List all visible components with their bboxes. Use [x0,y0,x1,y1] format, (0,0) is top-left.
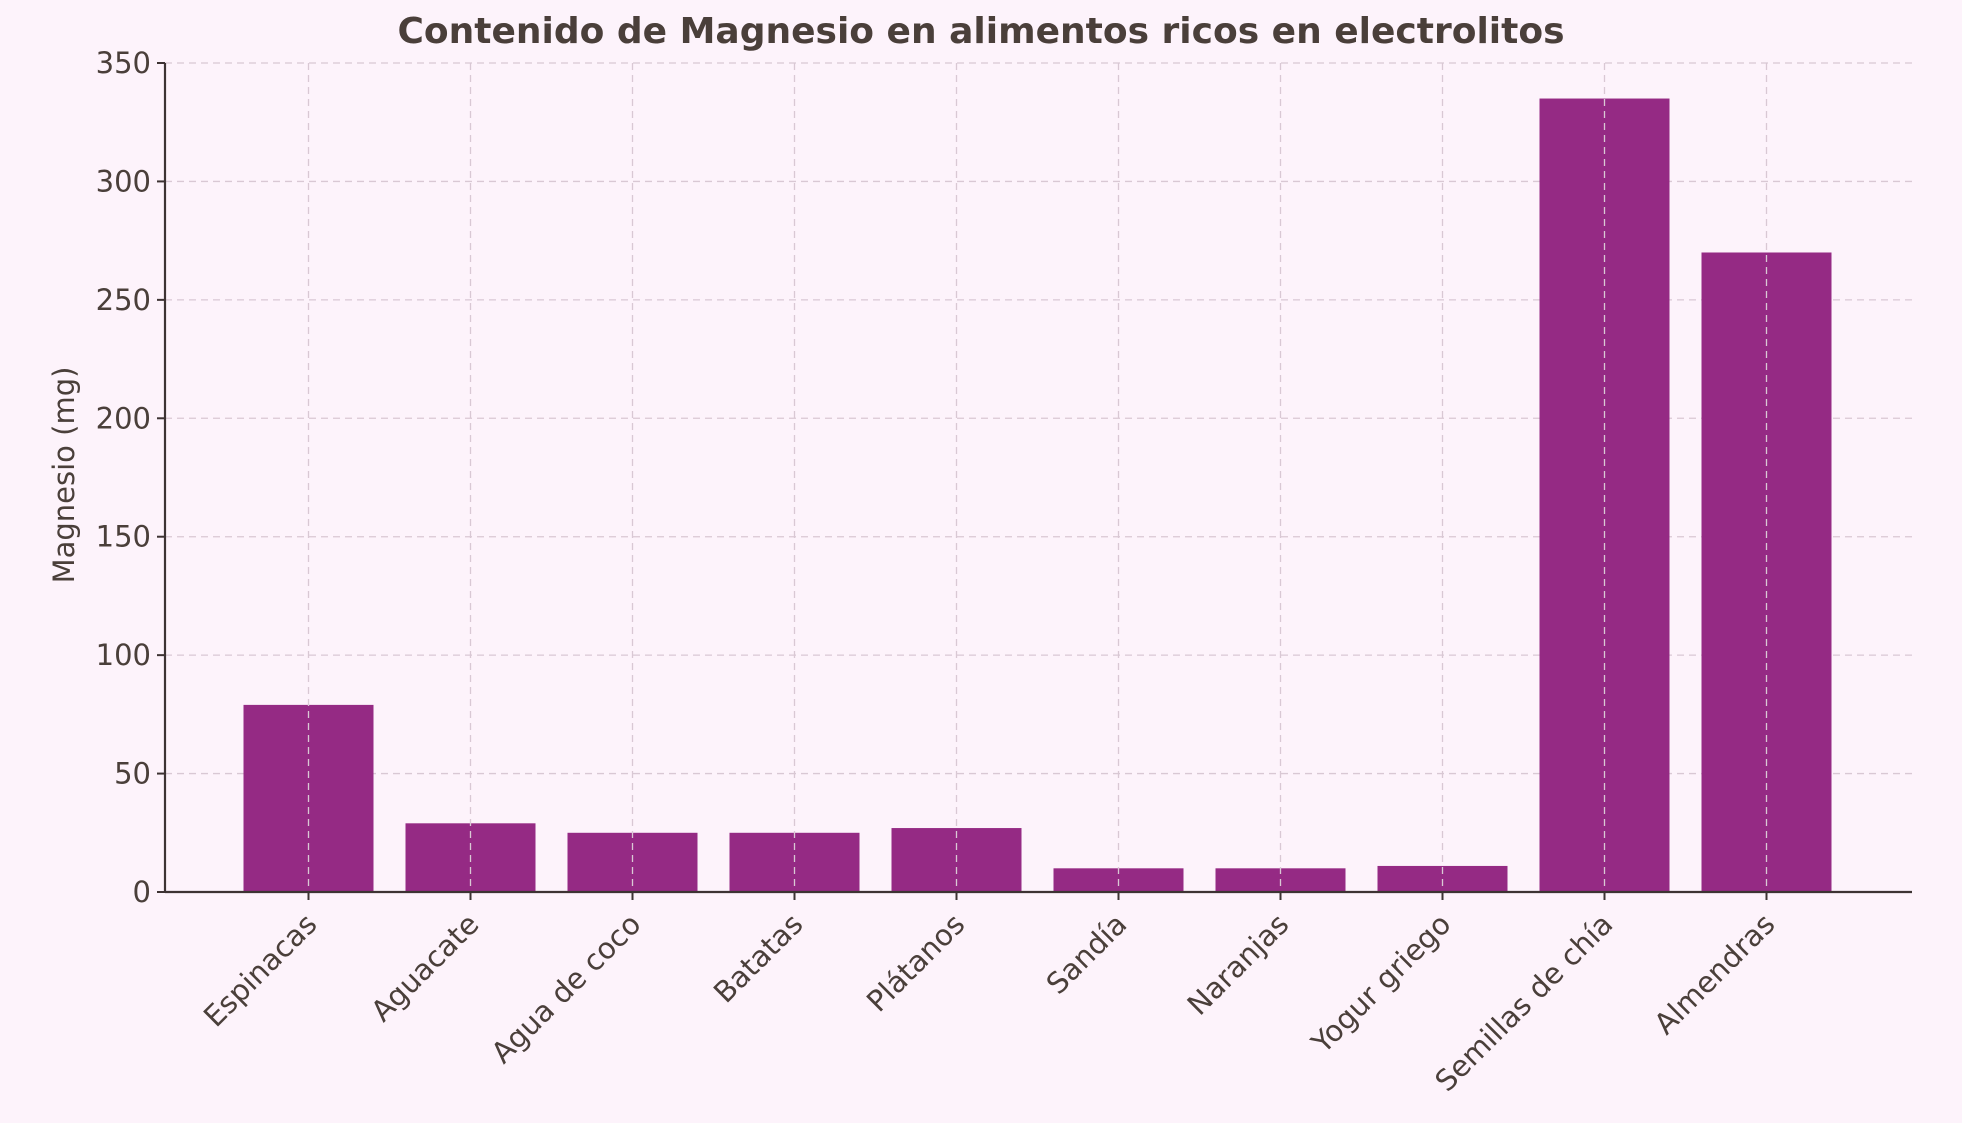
y-tick-label: 150 [96,520,151,554]
x-tick-label: Plátanos [860,907,972,1019]
x-tick-label: Yogur griego [1304,907,1457,1060]
vertical-grid [307,63,1768,892]
y-tick-labels: 0 50 100 150 200 250 300 350 [96,46,151,909]
axes [157,62,1912,900]
x-tick-label: Almendras [1647,907,1781,1041]
x-tick-label: Semillas de chía [1428,907,1619,1098]
x-tick-label: Aguacate [364,907,485,1028]
y-axis-label: Magnesio (mg) [47,367,81,584]
x-tick-labels: Espinacas Aguacate Agua de coco Batatas Plát… [197,907,1781,1098]
x-tick-label: Espinacas [197,907,323,1033]
x-tick-label: Sandía [1040,907,1134,1001]
x-tick-label: Agua de coco [484,907,647,1070]
y-tick-label: 0 [133,875,151,909]
x-tick-label: Batatas [707,907,810,1010]
chart-title: Contenido de Magnesio en alimentos ricos… [397,11,1564,52]
y-tick-label: 50 [114,757,151,791]
y-tick-label: 200 [96,401,151,435]
y-tick-label: 250 [96,283,151,317]
x-tick-label: Naranjas [1181,907,1296,1022]
y-tick-label: 100 [96,638,151,672]
y-tick-label: 350 [96,46,151,80]
y-tick-label: 300 [96,164,151,198]
